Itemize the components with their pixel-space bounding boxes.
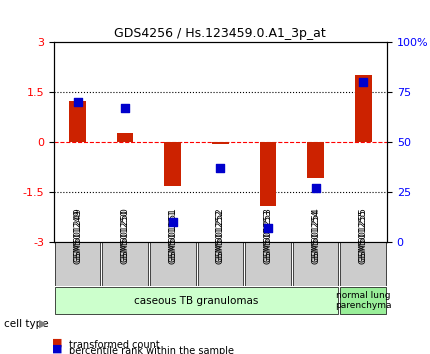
Bar — [355, 75, 372, 142]
Point — [264, 225, 271, 231]
Text: ■: ■ — [52, 337, 62, 347]
Text: GSM501253: GSM501253 — [264, 207, 273, 262]
FancyBboxPatch shape — [55, 287, 338, 314]
Text: GSM501255: GSM501255 — [359, 209, 368, 264]
Point — [360, 80, 367, 85]
Text: cell type: cell type — [4, 319, 49, 329]
Text: caseous TB granulomas: caseous TB granulomas — [135, 296, 259, 306]
FancyBboxPatch shape — [102, 242, 148, 286]
Point — [217, 166, 224, 171]
FancyBboxPatch shape — [55, 242, 101, 286]
Text: GSM501249: GSM501249 — [73, 207, 82, 262]
Text: ▶: ▶ — [39, 319, 47, 329]
Text: GSM501253: GSM501253 — [264, 209, 273, 264]
FancyBboxPatch shape — [340, 287, 386, 314]
FancyBboxPatch shape — [340, 242, 386, 286]
Point — [312, 185, 319, 191]
Point — [169, 219, 176, 225]
FancyBboxPatch shape — [293, 242, 338, 286]
Point — [74, 99, 81, 105]
Bar — [212, 142, 229, 144]
Text: GSM501254: GSM501254 — [311, 207, 320, 262]
Bar — [117, 133, 133, 142]
Text: percentile rank within the sample: percentile rank within the sample — [69, 346, 234, 354]
Text: GSM501251: GSM501251 — [168, 209, 177, 264]
Text: GSM501255: GSM501255 — [359, 207, 368, 262]
Bar — [69, 101, 86, 142]
Text: GSM501254: GSM501254 — [311, 210, 320, 264]
Text: GSM501252: GSM501252 — [216, 210, 225, 264]
FancyBboxPatch shape — [197, 242, 243, 286]
Title: GDS4256 / Hs.123459.0.A1_3p_at: GDS4256 / Hs.123459.0.A1_3p_at — [114, 27, 326, 40]
Text: ■: ■ — [52, 343, 62, 353]
Text: GSM501250: GSM501250 — [121, 207, 130, 262]
Bar — [164, 142, 181, 187]
Bar — [260, 142, 276, 206]
Text: GSM501252: GSM501252 — [216, 207, 225, 262]
Text: GSM501251: GSM501251 — [168, 207, 177, 262]
FancyBboxPatch shape — [150, 242, 196, 286]
Text: GSM501249: GSM501249 — [73, 210, 82, 264]
FancyBboxPatch shape — [245, 242, 291, 286]
Bar — [307, 142, 324, 178]
Text: GSM501250: GSM501250 — [121, 209, 130, 264]
Text: transformed count: transformed count — [69, 340, 160, 350]
Point — [122, 105, 129, 111]
Text: normal lung
parenchyma: normal lung parenchyma — [335, 291, 391, 310]
